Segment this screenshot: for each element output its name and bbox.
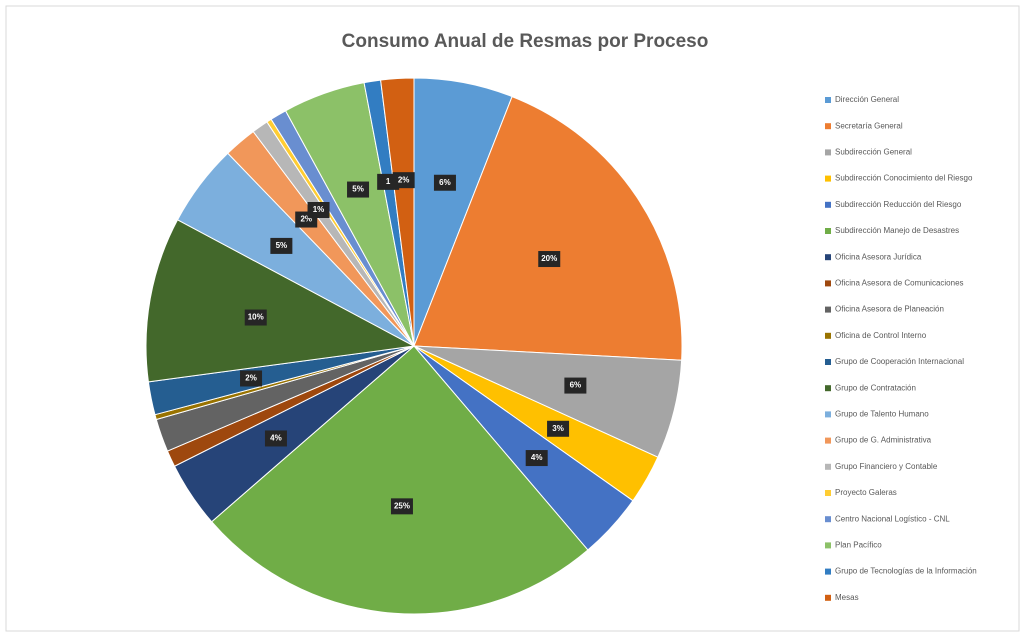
data-label-box — [433, 174, 456, 191]
legend-swatch — [825, 201, 831, 208]
pie-slice — [413, 95, 683, 361]
data-label: 1 — [386, 177, 391, 186]
legend-label: Mesas — [835, 593, 859, 602]
legend-label: Centro Nacional Logístico - CNL — [835, 514, 950, 523]
legend-swatch — [825, 123, 831, 130]
legend-label: Grupo de Cooperación Internacional — [835, 357, 964, 366]
legend-swatch — [825, 175, 831, 182]
legend-label: Oficina Asesora de Planeación — [835, 305, 944, 314]
data-label: 2% — [245, 374, 257, 383]
data-label: 2% — [398, 175, 410, 184]
legend-swatch — [825, 97, 831, 103]
legend-label: Grupo de Tecnologías de la Información — [835, 567, 977, 576]
data-label-box — [307, 202, 330, 219]
legend-swatch — [825, 228, 831, 234]
data-label: 5% — [352, 185, 364, 194]
data-label-box — [347, 181, 370, 198]
data-label: 3% — [552, 424, 564, 433]
data-label-box — [525, 450, 548, 467]
data-label-box — [244, 309, 267, 326]
legend-label: Subdirección Reducción del Riesgo — [835, 200, 962, 209]
data-label: 2% — [300, 215, 312, 224]
legend-label: Grupo de Talento Humano — [835, 410, 929, 419]
pie-slice — [210, 345, 589, 615]
data-label: 4% — [531, 453, 543, 462]
legend-swatch — [825, 542, 831, 549]
pie-slice — [145, 219, 416, 383]
legend-swatch — [825, 359, 831, 365]
legend-swatch — [825, 411, 831, 418]
legend-label: Subdirección Conocimiento del Riesgo — [835, 174, 973, 183]
data-label: 4% — [270, 434, 282, 443]
data-label: 5% — [276, 241, 288, 250]
legend-swatch — [825, 306, 831, 313]
legend-label: Grupo de G. Administrativa — [835, 436, 932, 445]
legend-label: Subdirección Manejo de Desastres — [835, 226, 959, 235]
legend-label: Oficina de Control Interno — [835, 331, 927, 340]
data-label: 1% — [313, 205, 325, 214]
legend-label: Proyecto Galeras — [835, 488, 897, 497]
chart-title: Consumo Anual de Resmas por Proceso — [342, 31, 709, 52]
data-label-box — [240, 370, 263, 387]
legend-swatch — [825, 332, 831, 339]
legend-label: Secretaría General — [835, 121, 903, 130]
legend-label: Plan Pacífico — [835, 541, 882, 550]
legend-swatch — [825, 490, 831, 496]
data-label: 6% — [439, 178, 451, 187]
legend-label: Oficina Asesora de Comunicaciones — [835, 279, 964, 288]
data-label-box — [547, 420, 570, 437]
legend-swatch — [825, 254, 831, 261]
legend-label: Grupo Financiero y Contable — [835, 462, 938, 471]
legend-label: Dirección General — [835, 95, 899, 104]
data-label-box — [392, 172, 415, 189]
data-label-box — [538, 251, 561, 268]
data-label-box — [264, 430, 287, 447]
data-label-box — [390, 498, 413, 515]
legend-swatch — [825, 149, 831, 156]
legend-label: Subdirección General — [835, 148, 912, 157]
legend-swatch — [825, 568, 831, 575]
data-label-box — [270, 237, 293, 254]
data-label: 20% — [541, 254, 557, 263]
legend-swatch — [825, 516, 831, 523]
legend-swatch — [825, 385, 831, 392]
data-label: 6% — [570, 381, 582, 390]
data-label: 10% — [248, 313, 264, 322]
legend-swatch — [825, 594, 831, 601]
legend-label: Oficina Asesora Jurídica — [835, 252, 922, 261]
data-label-box — [564, 377, 587, 394]
legend-swatch — [825, 463, 831, 470]
pie-slice — [380, 77, 415, 347]
data-label: 25% — [394, 501, 410, 510]
legend-swatch — [825, 437, 831, 444]
legend-label: Grupo de Contratación — [835, 383, 916, 392]
legend-swatch — [825, 280, 831, 287]
